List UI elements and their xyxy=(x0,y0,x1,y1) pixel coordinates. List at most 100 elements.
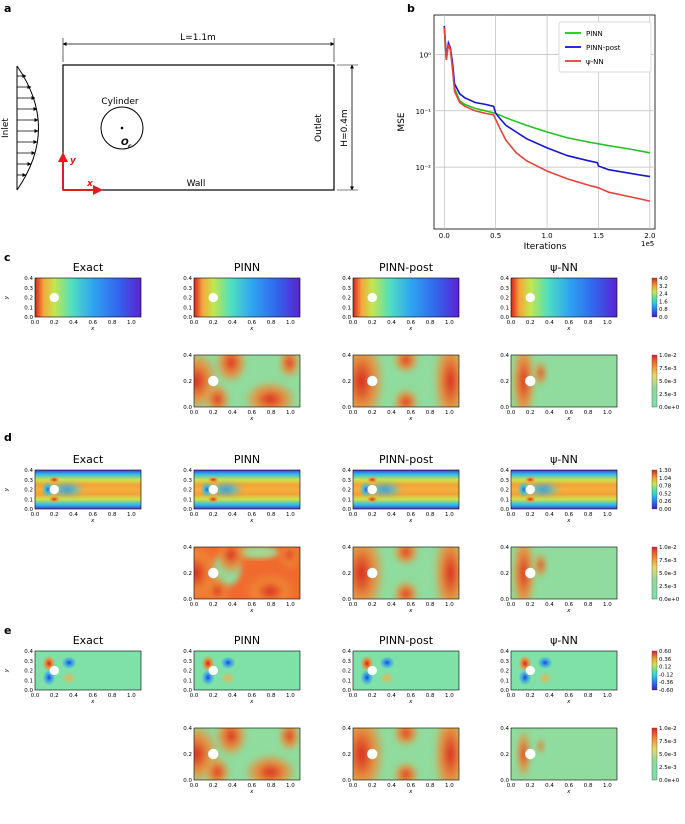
heatmap-xtick: 0.0 xyxy=(349,410,358,416)
heatmap-frame xyxy=(510,727,618,781)
heatmap-xtick: 0.8 xyxy=(108,320,117,326)
heatmap-xtick: 0.4 xyxy=(387,602,396,608)
heatmap-xtick: 0.0 xyxy=(349,783,358,789)
heatmap-xtick: 0.8 xyxy=(584,320,593,326)
heatmap-xtick: 0.4 xyxy=(387,410,396,416)
heatmap-ytick: 0.3 xyxy=(500,659,509,665)
heatmap-ytick: 0.0 xyxy=(500,597,509,603)
heatmap-title: PINN xyxy=(234,453,260,466)
heatmap-xtick: 0.4 xyxy=(228,410,237,416)
heatmap-grid: c Exact 0.0 0.2 0.4 0.6 0.8 1.0 0.0 0.1 0.2 0.3 0.4 x… xyxy=(4,251,680,795)
heatmap-xtick: 0.0 xyxy=(507,512,516,518)
heatmap-xtick: 0.8 xyxy=(267,602,276,608)
heatmap-xtick: 0.8 xyxy=(426,693,435,699)
mse-legend-box xyxy=(558,21,652,73)
height-label: H=0.4m xyxy=(340,109,350,146)
heatmap-frame xyxy=(193,546,301,600)
heatmap-xtick: 0.8 xyxy=(584,602,593,608)
colorbar-tick: 5.0e-3 xyxy=(659,571,677,577)
cylinder-hole xyxy=(367,375,378,387)
heatmap-ytick: 0.2 xyxy=(24,669,33,675)
colorbar-tick: 1.30 xyxy=(659,468,672,474)
heatmap-xtick: 0.2 xyxy=(368,783,377,789)
colorbar-tick: 0.00 xyxy=(659,507,672,513)
heatmap-ytick: 0.0 xyxy=(342,315,351,321)
heatmap-xlabel: x xyxy=(566,416,571,422)
colorbar xyxy=(651,469,658,510)
heatmap-xtick: 0.4 xyxy=(545,512,554,518)
heatmap-xtick: 0.8 xyxy=(584,693,593,699)
heatmap-ylabel: y xyxy=(4,487,10,492)
heatmap-xtick: 0.4 xyxy=(387,693,396,699)
heatmap-xtick: 1.0 xyxy=(127,693,136,699)
heatmap-xtick: 0.2 xyxy=(526,512,535,518)
mse-ytick-label: 10⁰ xyxy=(419,51,431,59)
colorbar-tick: 1.0e-2 xyxy=(659,353,677,359)
cylinder-hole xyxy=(49,484,59,495)
heatmap-title: ψ-NN xyxy=(550,634,578,647)
heatmap-ytick: 0.2 xyxy=(500,379,509,385)
heatmap-xtick: 0.6 xyxy=(564,783,573,789)
heatmap-ytick: 0.1 xyxy=(342,678,351,684)
heatmap-xlabel: x xyxy=(249,608,254,614)
heatmap-xtick: 1.0 xyxy=(445,410,454,416)
heatmap-xtick: 0.8 xyxy=(267,783,276,789)
heatmap-xtick: 0.2 xyxy=(526,602,535,608)
colorbar-tick: -0.12 xyxy=(659,672,673,678)
heatmap-block-d: d Exact 0.0 0.2 0.4 0.6 0.8 1.0 0.0 0.1 0.2 0.3 0.4 x… xyxy=(4,431,680,614)
heatmap-xtick: 0.6 xyxy=(564,693,573,699)
heatmap-ytick: 0.3 xyxy=(183,478,192,484)
colorbar-tick: 2.5e-3 xyxy=(659,392,677,398)
heatmap-ytick: 0.1 xyxy=(24,678,33,684)
panel-label-b: b xyxy=(407,2,415,15)
colorbar-tick: 0.36 xyxy=(659,657,672,663)
schematic-y-label: y xyxy=(70,156,77,166)
cylinder-hole xyxy=(208,748,219,760)
cylinder-hole xyxy=(367,292,377,303)
heatmap-ytick: 0.1 xyxy=(183,678,192,684)
heatmap-ytick: 0.4 xyxy=(500,726,509,732)
colorbar xyxy=(651,277,658,318)
heatmap-xtick: 0.8 xyxy=(426,410,435,416)
cylinder-hole xyxy=(208,665,218,676)
heatmap-xtick: 1.0 xyxy=(286,693,295,699)
heatmap-ytick: 0.1 xyxy=(500,305,509,311)
colorbar-tick: 1.0e-2 xyxy=(659,726,677,732)
heatmap-title: Exact xyxy=(73,453,104,466)
heatmap-ylabel: y xyxy=(4,668,10,673)
heatmap-ytick: 0.4 xyxy=(342,468,351,474)
heatmap-xtick: 1.0 xyxy=(603,693,612,699)
heatmap-ytick: 0.4 xyxy=(183,649,192,655)
heatmap-xtick: 0.2 xyxy=(526,693,535,699)
heatmap-frame xyxy=(510,354,618,408)
heatmap-xtick: 1.0 xyxy=(286,320,295,326)
heatmap-ytick: 0.0 xyxy=(342,405,351,411)
heatmap-ytick: 0.1 xyxy=(183,497,192,503)
heatmap-xtick: 1.0 xyxy=(286,512,295,518)
heatmap-xtick: 0.6 xyxy=(406,602,415,608)
heatmap-xtick: 1.0 xyxy=(445,512,454,518)
heatmap-ytick: 0.0 xyxy=(183,315,192,321)
heatmap-xtick: 0.8 xyxy=(267,693,276,699)
mse-xtick-label: 1.0 xyxy=(541,232,552,240)
heatmap-xlabel: x xyxy=(249,518,254,524)
heatmap-xlabel: x xyxy=(249,789,254,795)
outlet-label: Outlet xyxy=(314,114,324,142)
heatmap-title: PINN-post xyxy=(379,453,434,466)
mse-xtick-label: 0.5 xyxy=(490,232,501,240)
heatmap-ytick: 0.4 xyxy=(342,726,351,732)
heatmap-xtick: 0.4 xyxy=(69,693,78,699)
heatmap-xtick: 0.4 xyxy=(228,512,237,518)
heatmap-xlabel: x xyxy=(408,608,413,614)
heatmap-ytick: 0.2 xyxy=(500,488,509,494)
heatmap-xtick: 0.6 xyxy=(406,320,415,326)
colorbar-tick: -0.60 xyxy=(659,688,674,694)
heatmap-ytick: 0.4 xyxy=(183,545,192,551)
heatmap-xtick: 0.6 xyxy=(406,410,415,416)
cylinder-hole xyxy=(208,567,219,579)
heatmap-ytick: 0.2 xyxy=(342,488,351,494)
heatmap-ytick: 0.2 xyxy=(500,571,509,577)
heatmap-ytick: 0.3 xyxy=(24,659,33,665)
colorbar-tick: 7.5e-3 xyxy=(659,739,677,745)
inlet-arrows xyxy=(17,74,39,177)
